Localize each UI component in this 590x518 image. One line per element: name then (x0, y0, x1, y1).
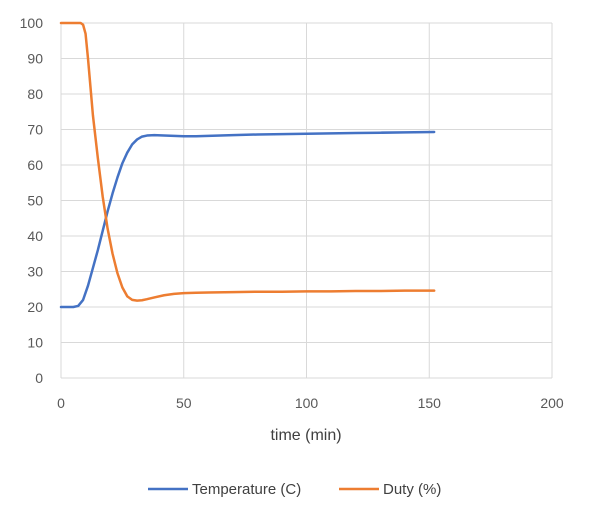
legend-label: Duty (%) (383, 481, 441, 498)
legend: Temperature (C) Duty (%) (148, 481, 441, 498)
y-tick-label: 80 (27, 86, 43, 102)
x-tick-label: 150 (418, 395, 442, 411)
y-axis-tick-labels: 0 10 20 30 40 50 60 70 80 90 100 (20, 15, 44, 386)
x-axis-tick-labels: 0 50 100 150 200 (57, 395, 564, 411)
series-line-duty (59, 21, 436, 302)
y-tick-label: 70 (27, 122, 43, 138)
y-tick-label: 100 (20, 15, 44, 31)
series-line-temperature (59, 130, 436, 309)
series-layer (59, 21, 436, 309)
y-tick-label: 40 (27, 228, 43, 244)
x-axis-title: time (min) (270, 427, 341, 444)
y-tick-label: 30 (27, 264, 43, 280)
x-tick-label: 50 (176, 395, 192, 411)
y-tick-label: 10 (27, 335, 43, 351)
y-tick-label: 0 (35, 370, 43, 386)
x-tick-label: 0 (57, 395, 65, 411)
gridlines (60, 22, 553, 379)
y-tick-label: 20 (27, 299, 43, 315)
x-tick-label: 100 (295, 395, 319, 411)
y-tick-label: 50 (27, 193, 43, 209)
y-tick-label: 60 (27, 157, 43, 173)
legend-label: Temperature (C) (192, 481, 301, 498)
y-tick-label: 90 (27, 51, 43, 67)
x-tick-label: 200 (540, 395, 564, 411)
